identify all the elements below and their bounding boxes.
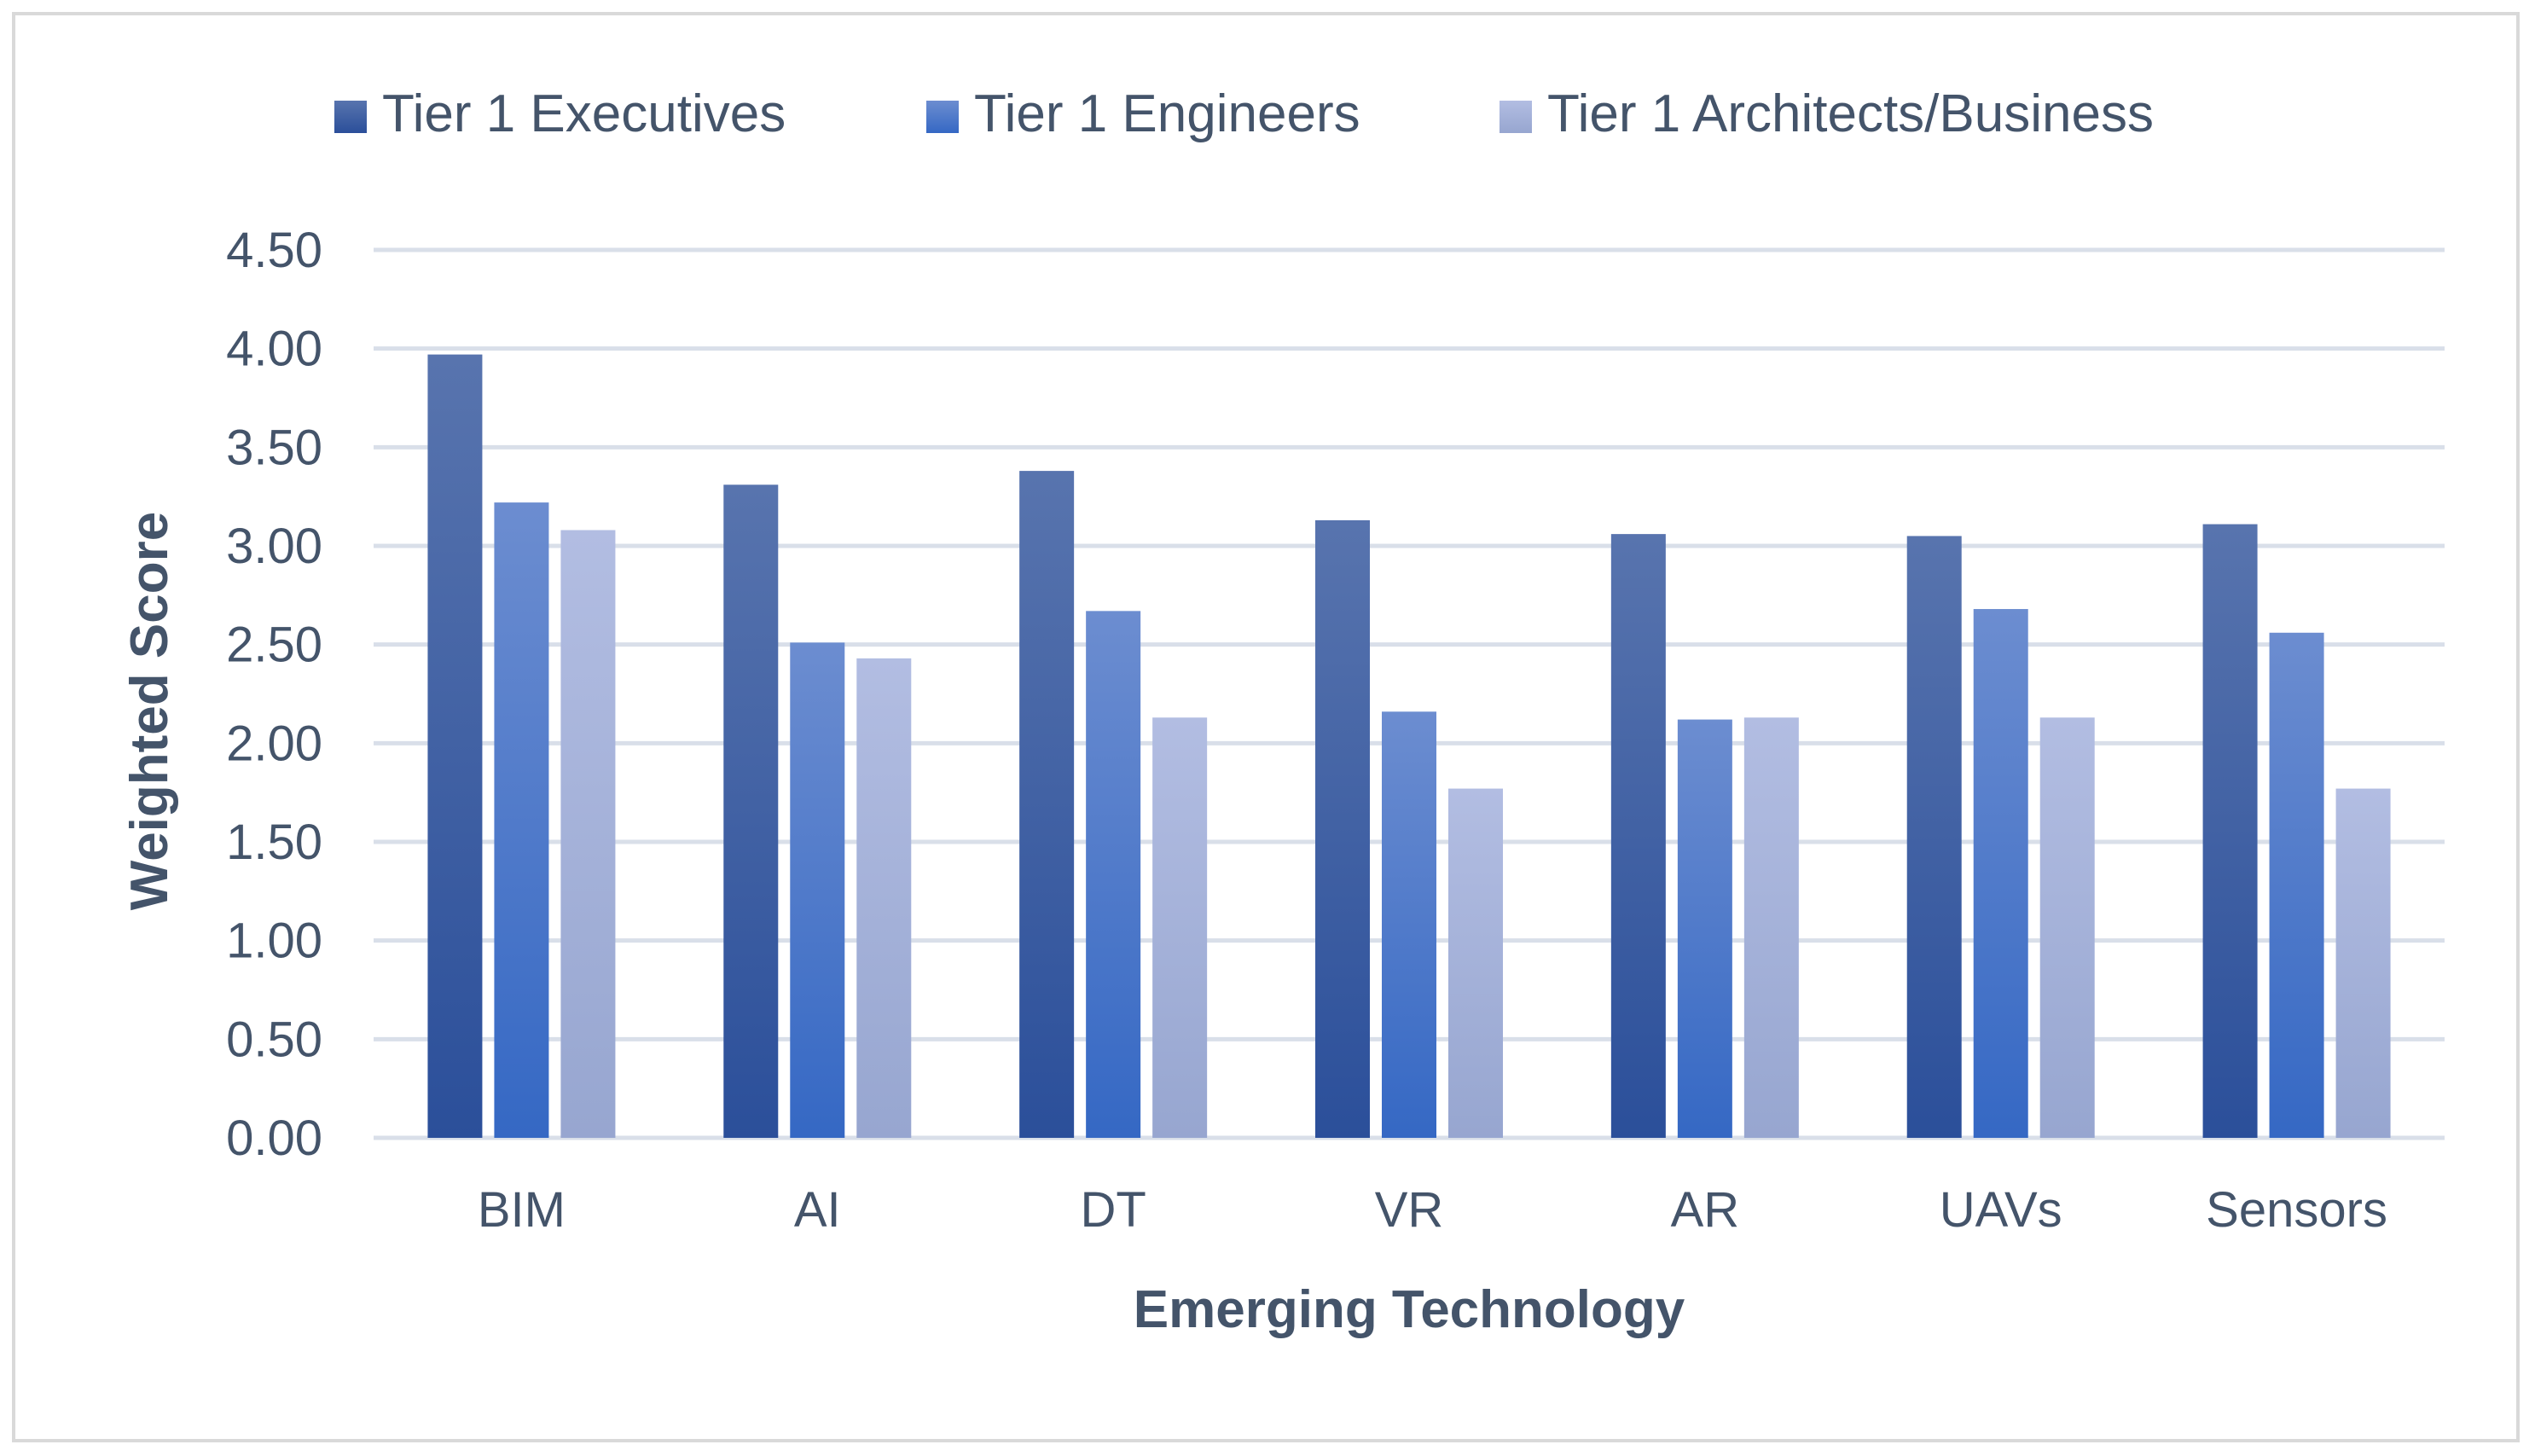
bar-sensors-tier-1-architects-business [2335, 788, 2391, 1138]
x-tick-label: VR [1375, 1182, 1444, 1238]
y-tick-label: 0.50 [226, 1012, 322, 1067]
x-axis-label: Emerging Technology [1134, 1280, 1685, 1339]
y-tick-labels: 0.00 0.50 1.00 1.50 2.00 2.50 3.00 3.50 4.00 4.50 [226, 223, 322, 1166]
legend-swatch [926, 101, 959, 133]
bar-ai-tier-1-executives [723, 484, 779, 1138]
bar-dt-tier-1-architects-business [1152, 717, 1208, 1138]
y-tick-label: 2.50 [226, 618, 322, 673]
y-tick-label: 4.50 [226, 223, 322, 278]
bar-bim-tier-1-engineers [494, 502, 549, 1138]
x-tick-label: AR [1671, 1182, 1740, 1238]
bar-ar-tier-1-executives [1610, 534, 1666, 1138]
legend-item-tier-1-executives: Tier 1 Executives [334, 84, 786, 143]
x-tick-label: UAVs [1940, 1182, 2062, 1238]
y-tick-label: 3.00 [226, 519, 322, 574]
x-tick-labels: BIM AI DT VR AR UAVs Sensors [478, 1182, 2387, 1238]
bar-chart: Tier 1 Executives Tier 1 Engineers Tier 1 … [120, 84, 2445, 1339]
bar-dt-tier-1-executives [1019, 471, 1075, 1138]
bar-dt-tier-1-engineers [1086, 611, 1141, 1138]
y-tick-label: 4.00 [226, 322, 322, 377]
legend-swatch [1500, 101, 1532, 133]
bar-uavs-tier-1-executives [1906, 536, 1962, 1138]
y-tick-label: 3.50 [226, 420, 322, 475]
bar-bim-tier-1-architects-business [560, 530, 616, 1138]
y-tick-label: 1.00 [226, 914, 322, 969]
bars [427, 354, 2391, 1138]
chart-frame: Tier 1 Executives Tier 1 Engineers Tier 1 … [12, 12, 2520, 1442]
x-tick-label: BIM [478, 1182, 566, 1238]
bar-ai-tier-1-architects-business [856, 658, 912, 1138]
bar-ar-tier-1-architects-business [1743, 717, 1799, 1138]
y-tick-label: 1.50 [226, 815, 322, 870]
bar-sensors-tier-1-executives [2202, 524, 2258, 1138]
legend-item-tier-1-architects-business: Tier 1 Architects/Business [1500, 84, 2154, 143]
legend-label: Tier 1 Executives [382, 84, 786, 143]
bar-ai-tier-1-engineers [790, 642, 845, 1138]
bar-ar-tier-1-engineers [1677, 719, 1732, 1138]
legend-item-tier-1-engineers: Tier 1 Engineers [926, 84, 1360, 143]
bar-uavs-tier-1-architects-business [2039, 717, 2095, 1138]
x-tick-label: Sensors [2206, 1182, 2387, 1238]
bar-sensors-tier-1-engineers [2269, 632, 2324, 1138]
legend-swatch [334, 101, 367, 133]
x-tick-label: DT [1080, 1182, 1146, 1238]
y-axis-label: Weighted Score [120, 512, 179, 910]
bar-bim-tier-1-executives [427, 354, 483, 1138]
bar-vr-tier-1-engineers [1382, 711, 1436, 1138]
x-tick-label: AI [794, 1182, 841, 1238]
legend-label: Tier 1 Architects/Business [1547, 84, 2154, 143]
legend: Tier 1 Executives Tier 1 Engineers Tier 1 … [334, 84, 2154, 143]
y-tick-label: 2.00 [226, 716, 322, 771]
bar-vr-tier-1-executives [1315, 519, 1370, 1138]
legend-label: Tier 1 Engineers [974, 84, 1360, 143]
bar-vr-tier-1-architects-business [1448, 788, 1503, 1138]
y-tick-label: 0.00 [226, 1111, 322, 1166]
bar-uavs-tier-1-engineers [1973, 609, 2028, 1138]
